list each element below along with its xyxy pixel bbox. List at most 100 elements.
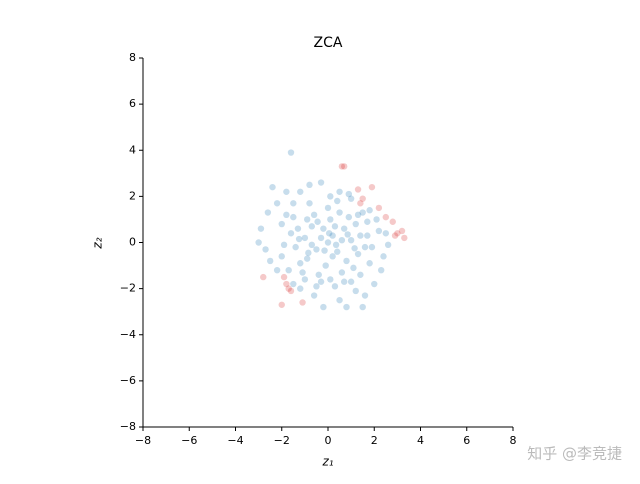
point xyxy=(350,264,357,272)
point xyxy=(375,227,383,235)
point xyxy=(382,230,390,237)
point xyxy=(380,253,387,260)
point xyxy=(327,276,334,283)
point xyxy=(354,186,362,193)
point xyxy=(343,257,350,265)
point xyxy=(364,232,371,239)
point xyxy=(320,225,327,232)
point xyxy=(306,181,313,189)
point xyxy=(297,188,304,195)
x-tick-label: 8 xyxy=(510,434,517,447)
point xyxy=(269,183,276,191)
point xyxy=(340,225,348,232)
y-tick-label: −6 xyxy=(120,374,136,387)
point xyxy=(287,230,295,237)
point xyxy=(347,236,355,244)
x-tick-label: 2 xyxy=(371,434,378,447)
x-tick-label: 4 xyxy=(417,434,424,447)
point xyxy=(283,280,290,288)
point xyxy=(262,246,269,253)
point xyxy=(329,232,336,239)
point xyxy=(280,273,288,281)
point xyxy=(290,200,297,207)
point xyxy=(317,179,325,186)
point xyxy=(322,262,329,269)
point xyxy=(344,231,351,238)
x-tick-label: 0 xyxy=(325,434,332,447)
y-tick-label: 8 xyxy=(129,51,136,64)
point xyxy=(389,218,396,225)
point xyxy=(295,235,303,243)
point xyxy=(305,249,312,257)
point xyxy=(320,303,327,311)
y-tick-label: 6 xyxy=(129,97,136,110)
point xyxy=(290,213,297,221)
point xyxy=(357,200,364,207)
point xyxy=(343,303,350,311)
point xyxy=(359,195,366,202)
point xyxy=(285,285,292,292)
point xyxy=(373,216,380,223)
point xyxy=(324,204,332,212)
point xyxy=(338,269,346,276)
point xyxy=(278,301,285,308)
point xyxy=(308,223,316,230)
point xyxy=(313,246,320,253)
point xyxy=(310,211,318,219)
point xyxy=(351,245,358,252)
point xyxy=(294,225,302,232)
point xyxy=(283,211,290,219)
point xyxy=(321,247,328,254)
point xyxy=(394,230,401,237)
point xyxy=(354,250,362,258)
point xyxy=(297,260,304,267)
point xyxy=(287,287,295,295)
point xyxy=(371,280,378,288)
x-tick-label: 6 xyxy=(463,434,470,447)
point xyxy=(368,243,376,251)
point xyxy=(357,232,364,239)
point xyxy=(306,200,313,207)
point xyxy=(314,218,321,225)
point xyxy=(332,241,340,249)
watermark: 知乎 @李竞捷 xyxy=(527,445,622,463)
x-tick-label: −2 xyxy=(274,434,290,447)
point xyxy=(290,280,297,288)
point xyxy=(303,255,311,262)
y-tick-label: −2 xyxy=(120,282,136,295)
point xyxy=(366,260,373,267)
point xyxy=(317,234,325,242)
y-tick-label: −8 xyxy=(120,420,136,433)
point xyxy=(340,278,348,285)
point xyxy=(368,183,376,191)
point xyxy=(391,232,399,239)
y-tick-label: 2 xyxy=(129,189,136,202)
point xyxy=(301,234,309,242)
x-tick-label: −8 xyxy=(135,434,151,447)
point xyxy=(273,200,281,207)
x-axis-label: z₁ xyxy=(321,455,333,469)
point xyxy=(278,220,285,228)
point xyxy=(334,248,341,255)
point xyxy=(331,223,339,230)
point xyxy=(287,149,295,156)
point xyxy=(283,188,290,195)
y-tick-label: 4 xyxy=(129,143,136,156)
point xyxy=(359,209,366,216)
point xyxy=(340,163,348,170)
point xyxy=(384,241,392,249)
y-tick-label: −4 xyxy=(120,328,136,341)
point xyxy=(398,227,406,235)
point xyxy=(301,276,309,283)
point xyxy=(327,193,334,200)
point xyxy=(375,204,383,212)
point xyxy=(310,292,318,299)
point xyxy=(401,234,408,242)
point xyxy=(315,271,322,278)
x-tick-label: −4 xyxy=(227,434,243,447)
point xyxy=(366,207,373,214)
point xyxy=(260,273,267,281)
point xyxy=(334,197,341,205)
point xyxy=(317,278,325,285)
point xyxy=(325,230,333,237)
